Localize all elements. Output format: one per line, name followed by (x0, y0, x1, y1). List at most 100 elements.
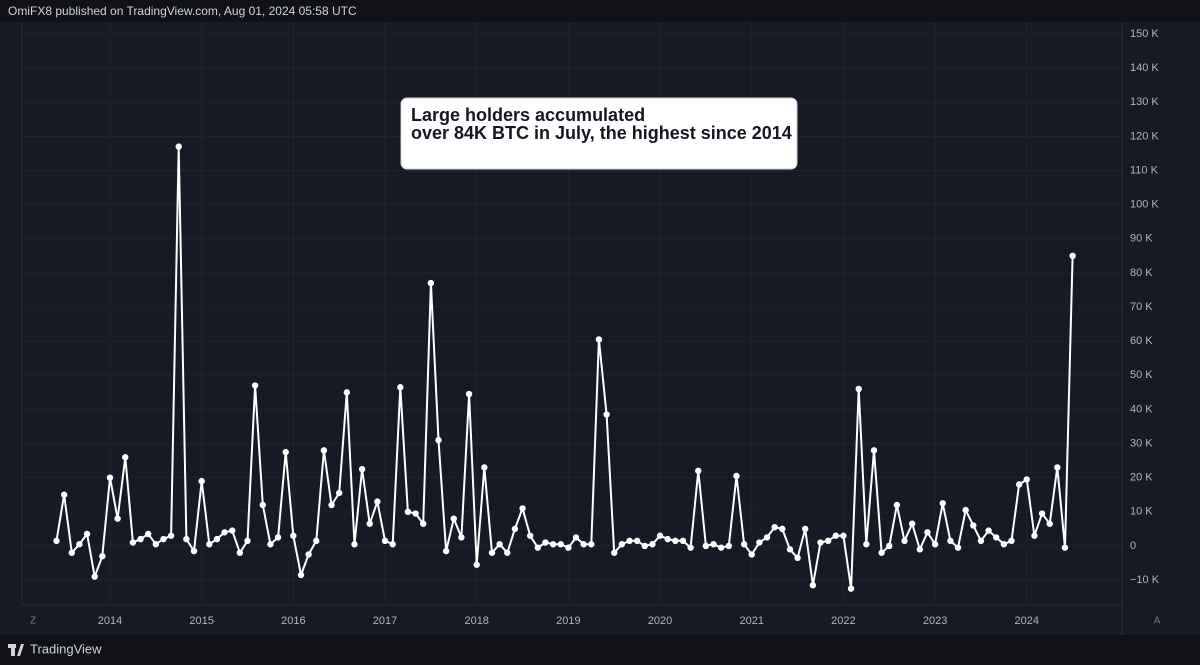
point (985, 527, 992, 534)
point (656, 532, 664, 539)
point (748, 551, 755, 558)
point (695, 467, 702, 475)
annotation: Large holders accumulated over 84K BTC i… (400, 97, 798, 170)
point (916, 546, 924, 553)
point (1000, 541, 1008, 548)
y-tick-label: 70 K (1130, 301, 1153, 313)
point (886, 542, 893, 550)
point (557, 541, 564, 548)
y-tick-label: 50 K (1130, 369, 1153, 381)
point (488, 549, 496, 556)
point (68, 549, 75, 556)
point (740, 541, 748, 548)
point (756, 539, 763, 546)
x-tick-label: 2020 (648, 615, 672, 627)
point (114, 515, 121, 522)
footer-bar (0, 635, 1200, 665)
point (282, 448, 289, 456)
point (160, 535, 167, 543)
point (878, 549, 885, 556)
point (389, 541, 396, 548)
point (358, 465, 366, 473)
point (60, 491, 68, 498)
point (672, 537, 679, 545)
point (221, 529, 228, 536)
x-tick-label: 2015 (189, 615, 213, 627)
point (76, 541, 83, 548)
point (397, 384, 404, 391)
point (534, 544, 542, 551)
point (274, 534, 282, 541)
y-tick-label: 150 K (1130, 28, 1159, 40)
point (99, 552, 106, 560)
point (496, 541, 503, 548)
zoom-button[interactable]: Z (30, 616, 36, 627)
footer-brand: TradingView (30, 641, 102, 656)
point (626, 537, 633, 545)
point (908, 520, 916, 527)
annotation-box (400, 97, 798, 170)
point (993, 534, 1000, 541)
x-tick-label: 2014 (98, 615, 122, 627)
y-tick-label: 90 K (1130, 233, 1153, 245)
point (733, 472, 740, 480)
y-tick-label: 110 K (1130, 164, 1159, 176)
header-text: OmiFX8 published on TradingView.com, Aug… (8, 4, 357, 18)
point (458, 534, 465, 541)
point (939, 500, 946, 507)
point (649, 541, 656, 548)
point (847, 585, 855, 592)
point (840, 532, 847, 539)
point (809, 582, 817, 589)
point (824, 537, 832, 545)
point (206, 541, 213, 548)
point (580, 541, 587, 548)
point (771, 523, 778, 531)
point (374, 498, 381, 505)
point (91, 573, 98, 580)
point (1015, 481, 1023, 488)
point (832, 532, 839, 539)
point (404, 508, 412, 516)
point (549, 541, 557, 548)
point (442, 547, 450, 555)
point (717, 544, 725, 551)
point (1054, 464, 1061, 471)
point (366, 520, 373, 527)
point (962, 506, 969, 514)
point (504, 549, 511, 556)
point (924, 529, 931, 536)
point (1038, 510, 1046, 517)
point (236, 549, 244, 556)
point (106, 474, 114, 481)
point (595, 336, 603, 343)
y-tick-label: 60 K (1130, 335, 1153, 347)
header-bar (0, 0, 1200, 22)
point (633, 537, 641, 545)
y-tick-label: 80 K (1130, 267, 1153, 279)
y-tick-label: −10 K (1130, 574, 1160, 586)
point (679, 537, 687, 545)
point (511, 525, 519, 533)
point (465, 390, 473, 398)
x-tick-label: 2018 (464, 615, 488, 627)
point (1008, 537, 1015, 545)
point (137, 535, 144, 543)
point (381, 537, 389, 545)
point (901, 537, 908, 545)
point (351, 541, 358, 548)
point (251, 382, 259, 389)
point (313, 537, 320, 545)
x-tick-label: 2021 (739, 615, 763, 627)
point (290, 532, 297, 539)
point (588, 541, 595, 548)
point (931, 541, 939, 548)
x-tick-label: 2019 (556, 615, 580, 627)
point (779, 525, 786, 533)
point (129, 539, 137, 546)
y-tick-label: 120 K (1130, 130, 1159, 142)
auto-button[interactable]: A (1154, 616, 1161, 627)
point (481, 464, 488, 471)
point (794, 554, 801, 562)
